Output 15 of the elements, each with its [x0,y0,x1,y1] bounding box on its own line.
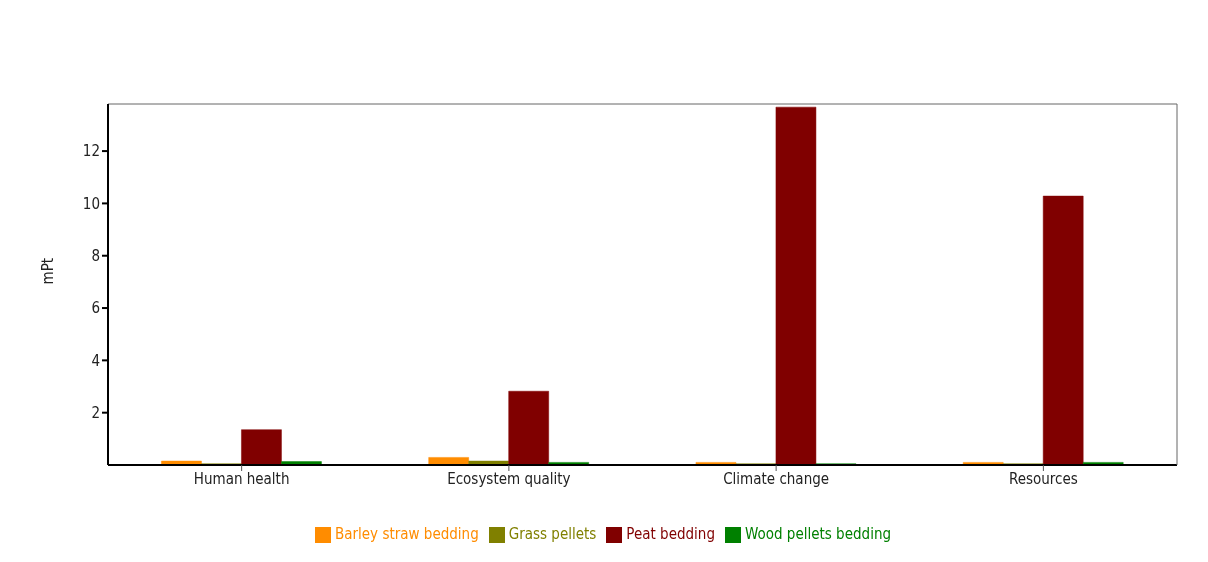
y-tick-label: 6 [91,299,100,318]
y-tick-label: 8 [91,247,100,266]
y-tick-label: 4 [91,351,100,370]
y-tick-label: 10 [82,194,100,213]
legend-label: Grass pellets [508,525,597,543]
x-tick-label: Ecosystem quality [447,469,571,488]
y-axis-title: mPt [39,257,58,285]
x-tick-label: Resources [1008,469,1078,488]
x-tick-label: Climate change [723,469,830,488]
y-tick-label: 2 [91,404,100,423]
legend-label: Peat bedding [626,525,715,543]
legend-label: Barley straw bedding [334,525,479,543]
x-tick-label: Human health [193,469,290,488]
y-tick-label: 12 [82,142,100,161]
legend-label: Wood pellets bedding [745,525,892,543]
